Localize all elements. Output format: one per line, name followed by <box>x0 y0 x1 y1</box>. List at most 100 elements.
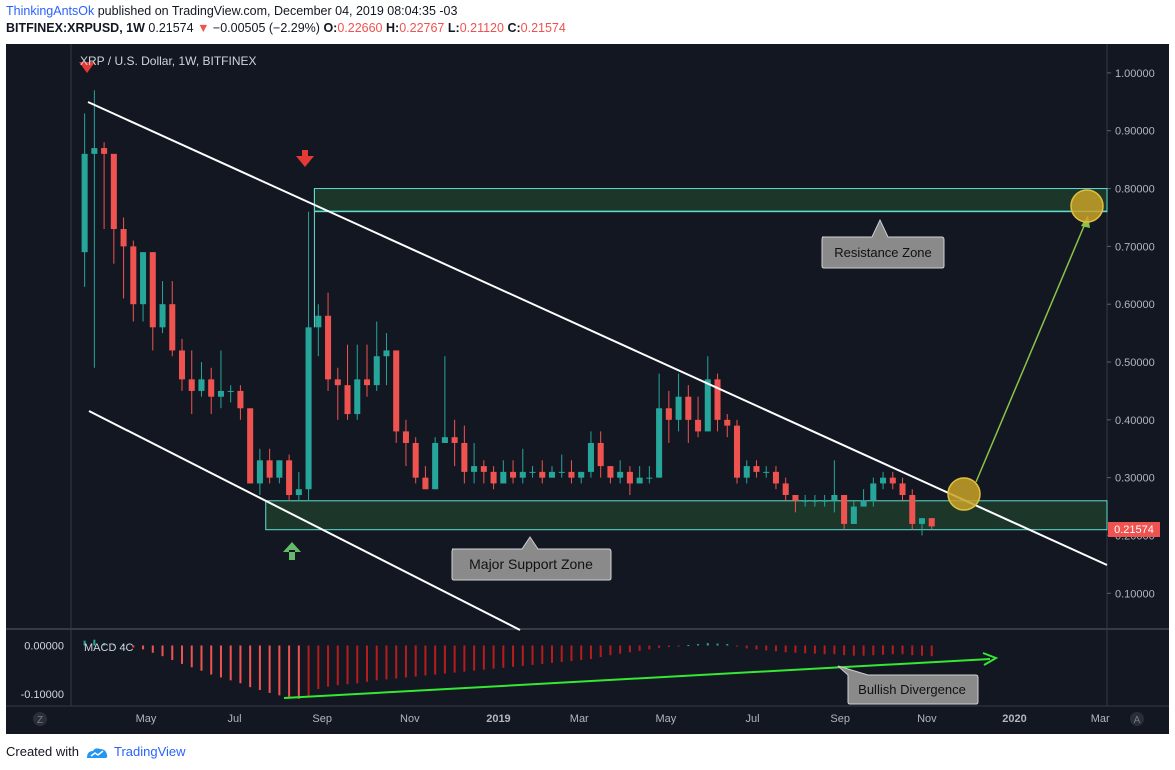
macd-bar <box>336 645 339 686</box>
candle <box>714 373 721 432</box>
macd-bar <box>239 645 242 684</box>
macd-bar <box>288 645 291 697</box>
macd-panel <box>83 639 933 699</box>
candle <box>704 356 711 432</box>
macd-bar <box>502 645 505 668</box>
macd-bar <box>667 645 670 647</box>
macd-bar <box>404 645 407 678</box>
macd-bar <box>375 645 378 681</box>
macd-bar <box>823 645 826 655</box>
open-label: O: <box>323 21 338 35</box>
candle <box>510 460 517 484</box>
candle <box>607 466 614 484</box>
down-arrow-icon: ▼ <box>197 21 210 35</box>
macd-bar <box>628 645 631 653</box>
candle <box>889 471 896 490</box>
candle <box>636 466 643 484</box>
publish-info: published on TradingView.com, December 0… <box>97 4 458 18</box>
macd-bar <box>541 645 544 664</box>
candle <box>802 495 809 507</box>
resistance-callout[interactable]: Resistance Zone <box>821 218 945 269</box>
macd-bar <box>804 645 807 654</box>
macd-bar <box>774 645 777 652</box>
candle <box>178 338 186 391</box>
candle <box>315 304 322 357</box>
lower-trendline[interactable] <box>88 410 521 631</box>
macd-bar <box>921 645 923 656</box>
candle <box>471 442 478 484</box>
x-tick-label: Mar <box>570 713 589 725</box>
candle <box>500 460 507 484</box>
candle <box>665 390 672 443</box>
projection-line[interactable] <box>975 218 1088 483</box>
tradingview-link[interactable]: TradingView <box>114 744 186 759</box>
macd-bar <box>307 645 310 696</box>
macd-bar <box>83 640 86 646</box>
resistance-zone <box>313 188 1108 213</box>
candle <box>480 460 487 484</box>
macd-bar <box>755 645 758 650</box>
macd-bar <box>843 645 846 656</box>
macd-bar <box>570 645 573 661</box>
macd-bar <box>346 645 349 685</box>
candle <box>363 344 371 397</box>
candle <box>909 489 916 530</box>
macd-bar <box>911 645 914 656</box>
macd-title: MACD 4C <box>84 642 134 654</box>
macd-bar <box>833 645 836 655</box>
support-callout[interactable]: Major Support Zone <box>451 536 612 581</box>
candle <box>685 385 692 443</box>
macd-bar <box>414 645 417 677</box>
macd-bar <box>872 645 875 656</box>
x-tick-label: May <box>136 713 157 725</box>
candle <box>227 385 234 403</box>
candle <box>334 367 341 420</box>
close-value: 0.21574 <box>520 21 566 35</box>
macd-bar <box>297 645 300 699</box>
created-with-text: Created with <box>6 744 79 759</box>
candle <box>295 471 302 501</box>
y-tick-label: 0.50000 <box>1115 357 1155 369</box>
macd-bar <box>706 643 709 646</box>
divergence-callout[interactable]: Bullish Divergence <box>837 665 979 705</box>
candle <box>344 344 351 420</box>
open-value: 0.22660 <box>337 21 383 35</box>
candle <box>753 460 760 478</box>
macd-bar <box>200 645 203 671</box>
auto-scale-button[interactable] <box>1130 712 1144 726</box>
candle <box>928 518 935 530</box>
macd-bar <box>443 645 446 674</box>
divergence-line[interactable] <box>283 658 991 699</box>
macd-bar <box>258 645 261 691</box>
candle <box>568 460 575 484</box>
macd-bar <box>181 645 183 664</box>
y-tick-label: 0.70000 <box>1115 241 1155 253</box>
upper-trendline[interactable] <box>87 101 1108 566</box>
candle <box>140 252 147 322</box>
candle <box>617 460 624 484</box>
candle <box>841 495 848 530</box>
macd-bar <box>482 645 485 670</box>
timezone-button[interactable] <box>33 712 47 726</box>
candle <box>130 240 137 322</box>
last-price-value: 0.21574 <box>1114 524 1154 536</box>
target-circle[interactable] <box>1070 189 1104 223</box>
z-icon: Z <box>37 715 43 726</box>
candle <box>286 454 293 501</box>
macd-bar <box>395 645 398 679</box>
macd-bar <box>219 645 222 678</box>
footer: Created with TradingView <box>6 743 186 761</box>
candle <box>597 431 604 478</box>
macd-bar <box>891 645 894 655</box>
macd-bar <box>551 645 553 663</box>
x-tick-label: Jul <box>228 713 242 725</box>
x-tick-label: Sep <box>312 713 332 725</box>
macd-bar <box>122 645 125 647</box>
breakout-circle[interactable] <box>947 477 981 511</box>
x-tick-label: Jul <box>746 713 760 725</box>
price-chart[interactable]: 1.00000 0.90000 0.80000 0.70000 0.60000 0.500… <box>0 0 1175 740</box>
macd-bar <box>356 645 359 684</box>
candle <box>811 495 818 507</box>
author-link[interactable]: ThinkingAntsOk <box>6 4 95 18</box>
candle <box>695 396 702 438</box>
